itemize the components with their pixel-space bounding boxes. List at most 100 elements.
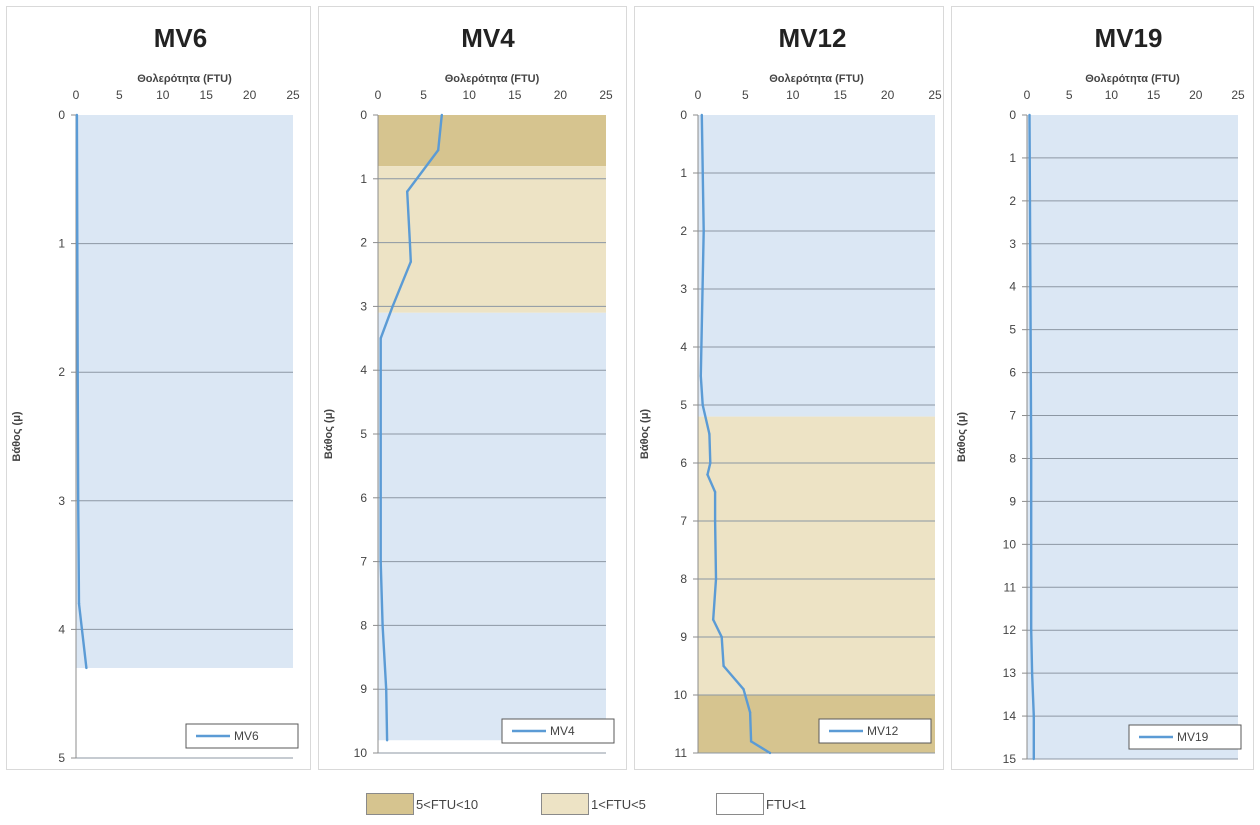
x-tick-label-3: 15 (200, 88, 214, 102)
y-tick-label-0: 0 (680, 108, 687, 122)
y-tick-label-0: 0 (1009, 108, 1016, 122)
series-point-2 (405, 190, 409, 193)
series-point-6 (379, 337, 382, 340)
series-point-2 (1030, 457, 1033, 460)
series-point-5 (391, 305, 394, 308)
y-tick-label-10: 10 (354, 746, 368, 760)
x-tick-label-5: 25 (286, 88, 300, 102)
series-point-15 (749, 740, 753, 743)
y-tick-label-3: 3 (360, 299, 367, 313)
series-point-8 (713, 519, 717, 523)
band-0 (76, 115, 293, 668)
x-tick-label-5: 25 (1231, 88, 1245, 102)
series-point-9 (381, 624, 384, 627)
shared-legend: 5<FTU<10 1<FTU<5 FTU<1 (0, 792, 1260, 822)
series-point-14 (748, 711, 752, 714)
y-tick-label-11: 11 (675, 746, 688, 760)
x-tick-label-4: 20 (554, 88, 568, 102)
chart-svg-mv6: 0 1 2 3 4 5 0 5 10 15 20 25 Θολερότητα (FTU) MV6 Βάθος… (11, 23, 300, 765)
series-point-5 (1032, 714, 1035, 718)
band-1 (698, 416, 935, 695)
y-tick-label-10: 10 (674, 688, 688, 702)
series-point-0 (1028, 113, 1031, 117)
y-tick-label-1: 1 (360, 172, 367, 186)
y-tick-label-8: 8 (680, 572, 687, 586)
chart-panel-mv19: 0 1 2 3 4 5 6 7 8 9 10 11 12 13 14 15 0 5 10 15 20 25 Θολερότη… (951, 6, 1254, 770)
x-tick-label-3: 15 (508, 88, 522, 102)
series-point-4 (1030, 671, 1034, 675)
y-tick-label-6: 6 (1009, 366, 1016, 380)
legend-series-label: MV19 (1177, 730, 1209, 744)
y-tick-label-12: 12 (1003, 623, 1017, 637)
series-point-8 (379, 560, 382, 563)
chart-svg-mv12: 0 1 2 3 4 5 6 7 8 9 10 11 0 5 10 15 20 25 Θολερότητα (FTU)… (639, 23, 942, 760)
y-tick-label-9: 9 (1009, 494, 1016, 508)
y-tick-label-5: 5 (680, 398, 687, 412)
x-axis-label: Θολερότητα (FTU) (137, 73, 232, 85)
x-axis-label: Θολερότητα (FTU) (445, 73, 540, 85)
series-point-5 (85, 666, 88, 670)
band-0 (698, 115, 935, 417)
band-0 (378, 115, 606, 167)
y-tick-label-7: 7 (680, 514, 687, 528)
series-point-2 (699, 374, 703, 378)
x-tick-label-0: 0 (375, 88, 382, 102)
legend-label-low: FTU<1 (766, 796, 807, 812)
series-line-MV4 (379, 114, 443, 741)
y-tick-label-0: 0 (360, 108, 367, 122)
x-tick-label-1: 5 (1066, 88, 1073, 102)
legend-label-high: 5<FTU<10 (416, 796, 479, 812)
series-point-0 (700, 113, 703, 117)
y-tick-label-1: 1 (1009, 151, 1016, 165)
y-tick-label-8: 8 (360, 618, 367, 632)
y-tick-label-11: 11 (1004, 580, 1017, 594)
y-axis-label: Βάθος (μ) (323, 409, 335, 460)
series-point-2 (76, 371, 79, 374)
series-point-10 (711, 618, 715, 621)
series-point-11 (720, 635, 723, 639)
x-tick-label-2: 10 (156, 88, 170, 102)
y-tick-label-4: 4 (360, 363, 367, 377)
x-tick-label-4: 20 (243, 88, 257, 102)
y-tick-label-15: 15 (1003, 752, 1017, 766)
band-0 (1027, 115, 1238, 759)
y-tick-label-1: 1 (58, 237, 65, 251)
series-point-16 (768, 751, 772, 755)
y-axis-label: Βάθος (μ) (956, 412, 968, 463)
y-tick-label-3: 3 (58, 494, 65, 508)
y-tick-label-4: 4 (680, 340, 687, 354)
series-point-9 (714, 577, 718, 581)
y-tick-label-6: 6 (680, 456, 687, 470)
y-tick-label-9: 9 (680, 630, 687, 644)
series-point-5 (709, 461, 712, 465)
series-line-MV6 (75, 114, 88, 669)
y-tick-label-7: 7 (360, 555, 367, 569)
series-point-13 (742, 688, 745, 691)
legend-series-label: MV4 (550, 724, 575, 738)
series-point-3 (408, 241, 412, 244)
chart-panel-mv6: 0 1 2 3 4 5 0 5 10 15 20 25 Θολερότητα (FTU) MV6 Βάθος… (6, 6, 311, 770)
x-tick-label-1: 5 (742, 88, 749, 102)
y-tick-label-5: 5 (360, 427, 367, 441)
series-point-4 (77, 602, 81, 605)
chart-title: MV12 (779, 23, 847, 53)
series-point-3 (76, 499, 80, 502)
band-1 (378, 166, 606, 313)
legend-label-mid: 1<FTU<5 (591, 796, 646, 812)
legend-item-high: 5<FTU<10 (366, 792, 478, 816)
series-point-0 (440, 113, 444, 117)
y-tick-label-5: 5 (58, 751, 65, 765)
x-tick-label-5: 25 (928, 88, 942, 102)
x-tick-label-2: 10 (786, 88, 800, 102)
chart-title: MV6 (154, 23, 207, 53)
x-tick-label-0: 0 (695, 88, 702, 102)
chart-panel-mv4: 0 1 2 3 4 5 6 7 8 9 10 0 5 10 15 20 25 Θολερότητα (FTU) MV… (318, 6, 627, 770)
legend-series-label: MV12 (867, 724, 899, 738)
y-tick-label-4: 4 (1009, 280, 1016, 294)
series-point-4 (708, 432, 711, 436)
y-tick-label-2: 2 (680, 224, 687, 238)
x-tick-label-1: 5 (420, 88, 427, 102)
x-tick-label-2: 10 (463, 88, 477, 102)
x-tick-label-4: 20 (1189, 88, 1203, 102)
